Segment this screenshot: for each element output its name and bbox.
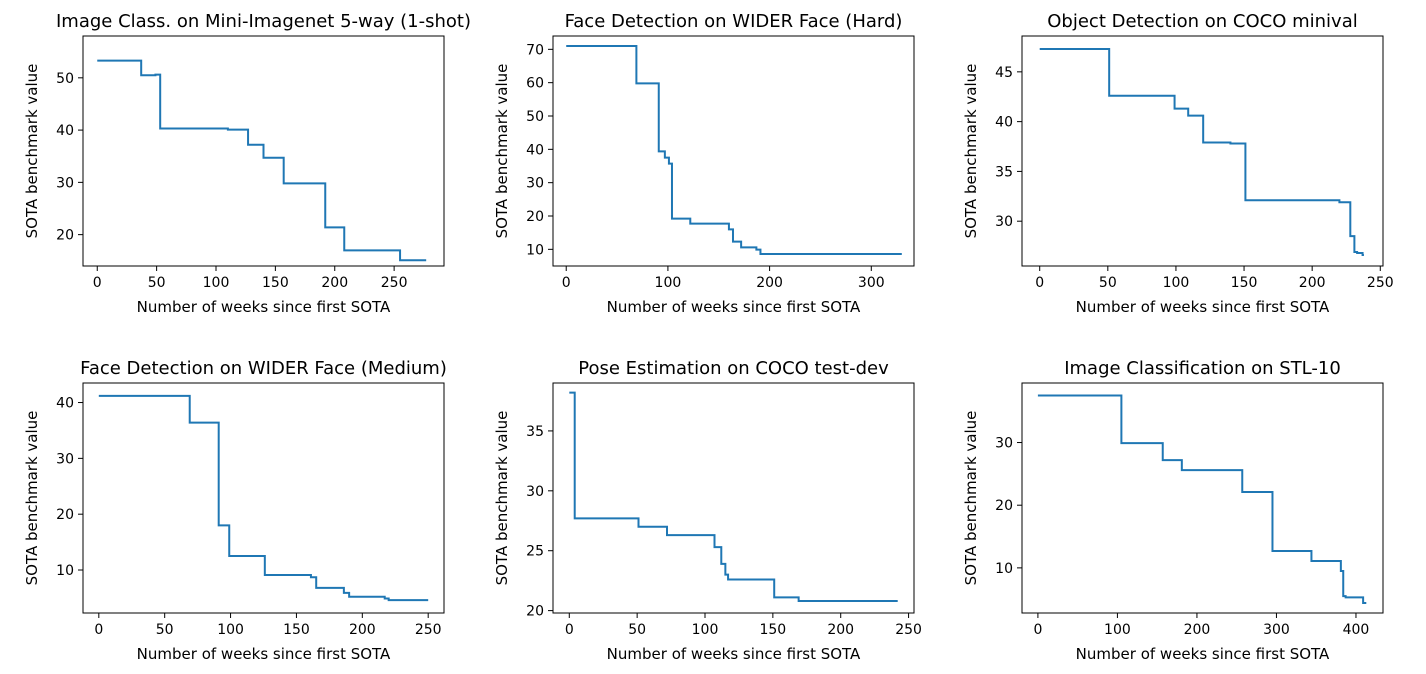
y-tick-label: 50 <box>56 71 74 87</box>
y-tick-label: 40 <box>56 396 74 412</box>
y-tick-label: 45 <box>995 65 1013 81</box>
plot-frame <box>82 35 445 267</box>
plot-frame <box>1021 35 1384 267</box>
y-axis-label: SOTA benchmark value <box>23 411 41 586</box>
y-tick-label: 30 <box>995 214 1013 230</box>
y-tick-label: 40 <box>56 123 74 139</box>
x-tick-label: 100 <box>203 275 230 291</box>
x-axis-label: Number of weeks since first SOTA <box>607 645 861 663</box>
x-tick-label: 400 <box>1343 622 1370 638</box>
chart-panel-1: Image Class. on Mini-Imagenet 5-way (1-s… <box>23 11 471 316</box>
x-tick-label: 300 <box>1263 622 1290 638</box>
series-line <box>98 394 429 602</box>
plot-frame <box>552 382 915 614</box>
y-tick-label: 30 <box>56 451 74 467</box>
chart-panel-6: Image Classification on STL-10 0 100 200 300… <box>962 358 1384 663</box>
y-axis-label: SOTA benchmark value <box>962 64 980 239</box>
x-tick-label: 250 <box>415 622 442 638</box>
y-tick-label: 10 <box>56 563 74 579</box>
x-tick-label: 0 <box>1035 275 1044 291</box>
x-tick-label: 200 <box>321 275 348 291</box>
y-axis-label: SOTA benchmark value <box>23 64 41 239</box>
x-tick-label: 0 <box>565 622 574 638</box>
y-tick-label: 60 <box>526 76 544 92</box>
y-tick-label: 20 <box>995 498 1013 514</box>
chart-panel-5: Pose Estimation on COCO test-dev 0 50 100 15… <box>493 358 922 663</box>
y-tick-label: 30 <box>526 176 544 192</box>
y-axis-label: SOTA benchmark value <box>962 411 980 586</box>
x-axis-label: Number of weeks since first SOTA <box>1076 298 1330 316</box>
x-tick-label: 250 <box>381 275 408 291</box>
y-tick-label: 20 <box>526 604 544 620</box>
x-tick-label: 100 <box>1104 622 1131 638</box>
x-tick-label: 0 <box>93 275 102 291</box>
series-line <box>97 59 427 262</box>
series-line <box>1039 47 1364 257</box>
x-axis-label: Number of weeks since first SOTA <box>137 298 391 316</box>
plot-frame <box>552 35 915 267</box>
y-tick-label: 30 <box>995 436 1013 452</box>
x-axis-label: Number of weeks since first SOTA <box>607 298 861 316</box>
x-tick-label: 200 <box>756 275 783 291</box>
series-line <box>1037 394 1367 604</box>
y-tick-label: 10 <box>995 561 1013 577</box>
x-tick-label: 150 <box>759 622 786 638</box>
plot-frame <box>1021 382 1384 614</box>
chart-title: Image Class. on Mini-Imagenet 5-way (1-s… <box>56 11 471 32</box>
chart-title: Face Detection on WIDER Face (Hard) <box>565 11 903 32</box>
x-tick-label: 300 <box>858 275 885 291</box>
x-tick-label: 100 <box>655 275 682 291</box>
y-tick-label: 20 <box>56 228 74 244</box>
x-tick-label: 100 <box>217 622 244 638</box>
chart-title: Image Classification on STL-10 <box>1064 358 1341 379</box>
x-tick-label: 200 <box>349 622 376 638</box>
chart-title: Face Detection on WIDER Face (Medium) <box>80 358 447 379</box>
y-tick-label: 70 <box>526 42 544 58</box>
x-tick-label: 250 <box>1367 275 1394 291</box>
x-tick-label: 50 <box>1099 275 1117 291</box>
x-tick-label: 50 <box>148 275 166 291</box>
y-axis-label: SOTA benchmark value <box>493 411 511 586</box>
x-tick-label: 200 <box>827 622 854 638</box>
chart-panel-4: Face Detection on WIDER Face (Medium) 0 50… <box>23 358 447 663</box>
plot-frame <box>82 382 445 614</box>
y-tick-label: 25 <box>526 544 544 560</box>
x-tick-label: 50 <box>156 622 174 638</box>
x-tick-label: 200 <box>1184 622 1211 638</box>
y-tick-label: 40 <box>526 142 544 158</box>
x-tick-label: 0 <box>1033 622 1042 638</box>
series-line <box>566 45 902 255</box>
y-axis-label: SOTA benchmark value <box>493 64 511 239</box>
x-tick-label: 0 <box>562 275 571 291</box>
chart-panel-2: Face Detection on WIDER Face (Hard) 0 100 2… <box>493 11 915 316</box>
y-tick-label: 35 <box>526 424 544 440</box>
x-tick-label: 0 <box>94 622 103 638</box>
x-tick-label: 250 <box>895 622 922 638</box>
x-axis-label: Number of weeks since first SOTA <box>137 645 391 663</box>
y-tick-label: 30 <box>56 175 74 191</box>
x-axis-label: Number of weeks since first SOTA <box>1076 645 1330 663</box>
y-tick-label: 35 <box>995 164 1013 180</box>
x-tick-label: 150 <box>262 275 289 291</box>
chart-title: Pose Estimation on COCO test-dev <box>578 358 889 379</box>
y-tick-label: 40 <box>995 115 1013 131</box>
y-tick-label: 50 <box>526 109 544 125</box>
series-line <box>569 391 898 603</box>
y-tick-label: 30 <box>526 484 544 500</box>
charts-grid: Image Class. on Mini-Imagenet 5-way (1-s… <box>23 11 1394 663</box>
x-tick-label: 200 <box>1299 275 1326 291</box>
y-tick-label: 20 <box>526 209 544 225</box>
x-tick-label: 150 <box>283 622 310 638</box>
x-tick-label: 100 <box>692 622 719 638</box>
y-tick-label: 20 <box>56 507 74 523</box>
y-tick-label: 10 <box>526 242 544 258</box>
chart-panel-3: Object Detection on COCO minival 0 50 100 15… <box>962 11 1394 316</box>
chart-title: Object Detection on COCO minival <box>1047 11 1357 32</box>
x-tick-label: 150 <box>1231 275 1258 291</box>
x-tick-label: 100 <box>1163 275 1190 291</box>
x-tick-label: 50 <box>628 622 646 638</box>
